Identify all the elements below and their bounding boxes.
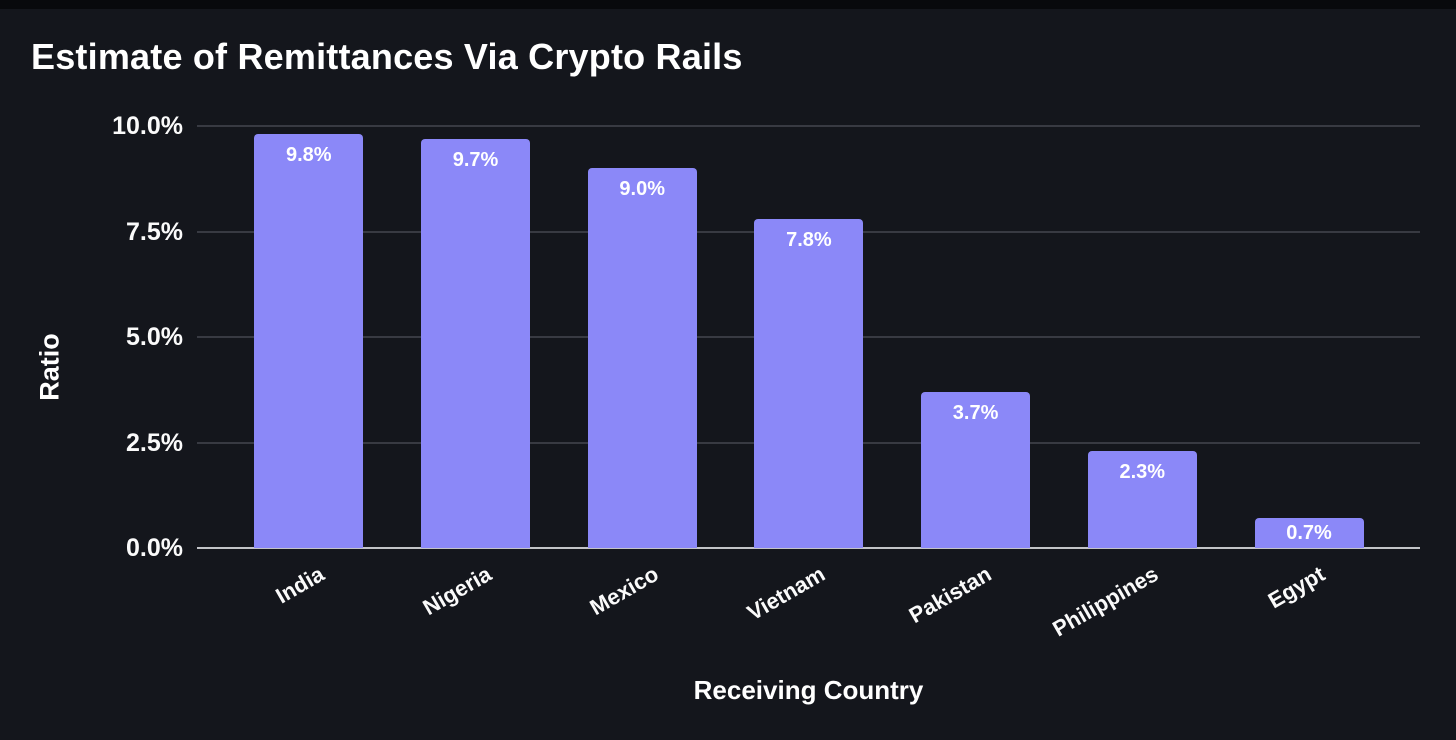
bar-value-label-pakistan: 3.7%: [952, 401, 999, 424]
bar-philippines: 2.3%: [1087, 450, 1197, 548]
bar-egypt: 0.7%: [1254, 518, 1364, 548]
x-tick-label-pakistan: Pakistan: [904, 561, 996, 629]
top-border-strip: [0, 0, 1456, 9]
bar-value-label-vietnam: 7.8%: [786, 228, 832, 251]
y-tick-label-7.5%: 7.5%: [126, 217, 183, 246]
x-axis-line: [197, 547, 1420, 549]
bar-value-label-egypt: 0.7%: [1286, 522, 1332, 545]
x-tick-label-mexico: Mexico: [585, 561, 663, 621]
y-tick-label-5.0%: 5.0%: [126, 323, 183, 351]
x-tick-label-nigeria: Nigeria: [418, 561, 496, 621]
bar-value-label-nigeria: 9.7%: [452, 148, 499, 171]
bar-nigeria: 9.7%: [421, 138, 530, 548]
x-tick-label-vietnam: Vietnam: [742, 561, 829, 626]
x-tick-label-india: India: [271, 561, 329, 609]
bar-vietnam: 7.8%: [754, 218, 864, 548]
x-tick-label-philippines: Philippines: [1048, 561, 1163, 642]
y-tick-label-10.0%: 10.0%: [112, 112, 183, 140]
plot-area: 9.8% 9.7% 9.0% 7.8% 3.7% 2.3% 0.7%: [197, 125, 1420, 549]
bar-value-label-philippines: 2.3%: [1119, 460, 1166, 483]
bar-mexico: 9.0%: [587, 168, 697, 548]
gridline-10.0%: [197, 125, 1420, 127]
bar-value-label-mexico: 9.0%: [619, 178, 665, 201]
bar-pakistan: 3.7%: [921, 391, 1031, 548]
y-tick-label-0.0%: 0.0%: [126, 534, 183, 562]
bar-value-label-india: 9.8%: [286, 144, 332, 167]
y-tick-label-2.5%: 2.5%: [126, 428, 183, 457]
x-tick-label-egypt: Egypt: [1263, 561, 1329, 614]
bar-india: 9.8%: [254, 134, 364, 548]
chart-title: Estimate of Remittances Via Crypto Rails: [31, 36, 743, 77]
x-axis-title: Receiving Country: [693, 675, 924, 705]
